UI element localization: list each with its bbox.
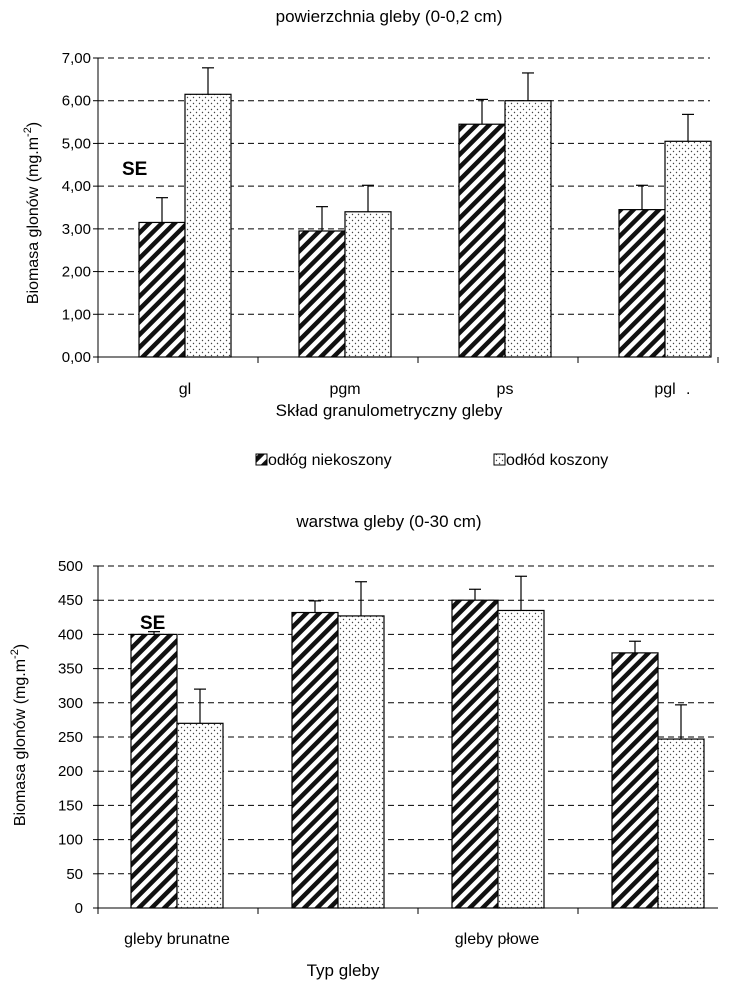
bar-series-1-group-4 [618,209,666,358]
x-category-label-4: pgl [654,381,675,398]
y-tick-label: 450 [58,592,83,609]
x-category-label-3: ps [497,381,514,398]
x-category-label-2: pgm [329,381,360,398]
y-tick-label: 6,00 [62,93,91,110]
y-tick-label: 0,00 [62,349,91,366]
chart-top-y-axis-label: Biomasa glonów (mg.m-2) [22,122,42,304]
y-tick-label: 400 [58,626,83,643]
bar-series-1-group-2 [291,611,339,909]
x-category-label-2: gleby płowe [455,931,540,948]
bar-series-1-group-4 [611,652,659,909]
legend-swatch-odlog-niekoszony [255,453,268,466]
chart-top-legend: odłóg niekoszony odłód koszony [255,452,608,469]
y-tick-label: 0 [75,900,83,917]
x-category-label-1: gleby brunatne [124,931,230,948]
chart-bottom-x-axis-label: Typ gleby [307,961,380,980]
bar-series-2-group-2 [344,211,392,358]
y-tick-label: 350 [58,661,83,678]
bar-series-1-group-3 [451,599,499,909]
y-tick-label: 3,00 [62,221,91,238]
bar-series-2-group-4 [664,140,712,358]
chart-top: powierzchnia gleby (0-0,2 cm) Biomasa gl… [22,7,719,469]
chart-bottom-title: warstwa gleby (0-30 cm) [295,512,481,531]
y-tick-label: 1,00 [62,306,91,323]
y-tick-label: 200 [58,763,83,780]
chart-top-title: powierzchnia gleby (0-0,2 cm) [276,7,503,26]
bar-series-1-group-2 [298,230,346,358]
y-tick-label: 50 [66,866,83,883]
legend-label-odlog-niekoszony: odłóg niekoszony [268,452,392,469]
y-tick-label: 250 [58,729,83,746]
y-tick-label: 150 [58,797,83,814]
bar-series-2-group-3 [504,100,552,358]
chart-bottom: warstwa gleby (0-30 cm) Biomasa glonów (… [9,512,718,980]
legend-swatch-odlod-koszony [493,453,506,466]
bar-series-1-group-1 [138,221,186,358]
y-tick-label: 500 [58,558,83,575]
chart-top-se-annotation: SE [122,159,147,180]
bar-series-2-group-3 [497,609,545,909]
y-tick-label: 300 [58,695,83,712]
y-tick-label: 7,00 [62,50,91,67]
chart-top-x-axis-label: Skład granulometryczny gleby [276,401,503,420]
bar-series-1-group-3 [458,123,506,358]
chart-bottom-se-annotation: SE [140,613,165,634]
y-tick-label: 100 [58,832,83,849]
y-tick-label: 5,00 [62,135,91,152]
x-category-suffix: . [686,381,690,398]
legend-label-odlod-koszony: odłód koszony [506,452,608,469]
chart-bottom-y-axis-label: Biomasa glonów (mg.m-2) [9,644,29,826]
y-tick-label: 2,00 [62,264,91,281]
bar-series-2-group-4 [657,738,705,909]
y-tick-label: 4,00 [62,178,91,195]
bar-series-1-group-1 [130,633,178,909]
bar-series-2-group-1 [184,93,232,358]
x-category-label-1: gl [179,381,191,398]
bar-series-2-group-1 [176,722,224,909]
bar-series-2-group-2 [337,615,385,909]
